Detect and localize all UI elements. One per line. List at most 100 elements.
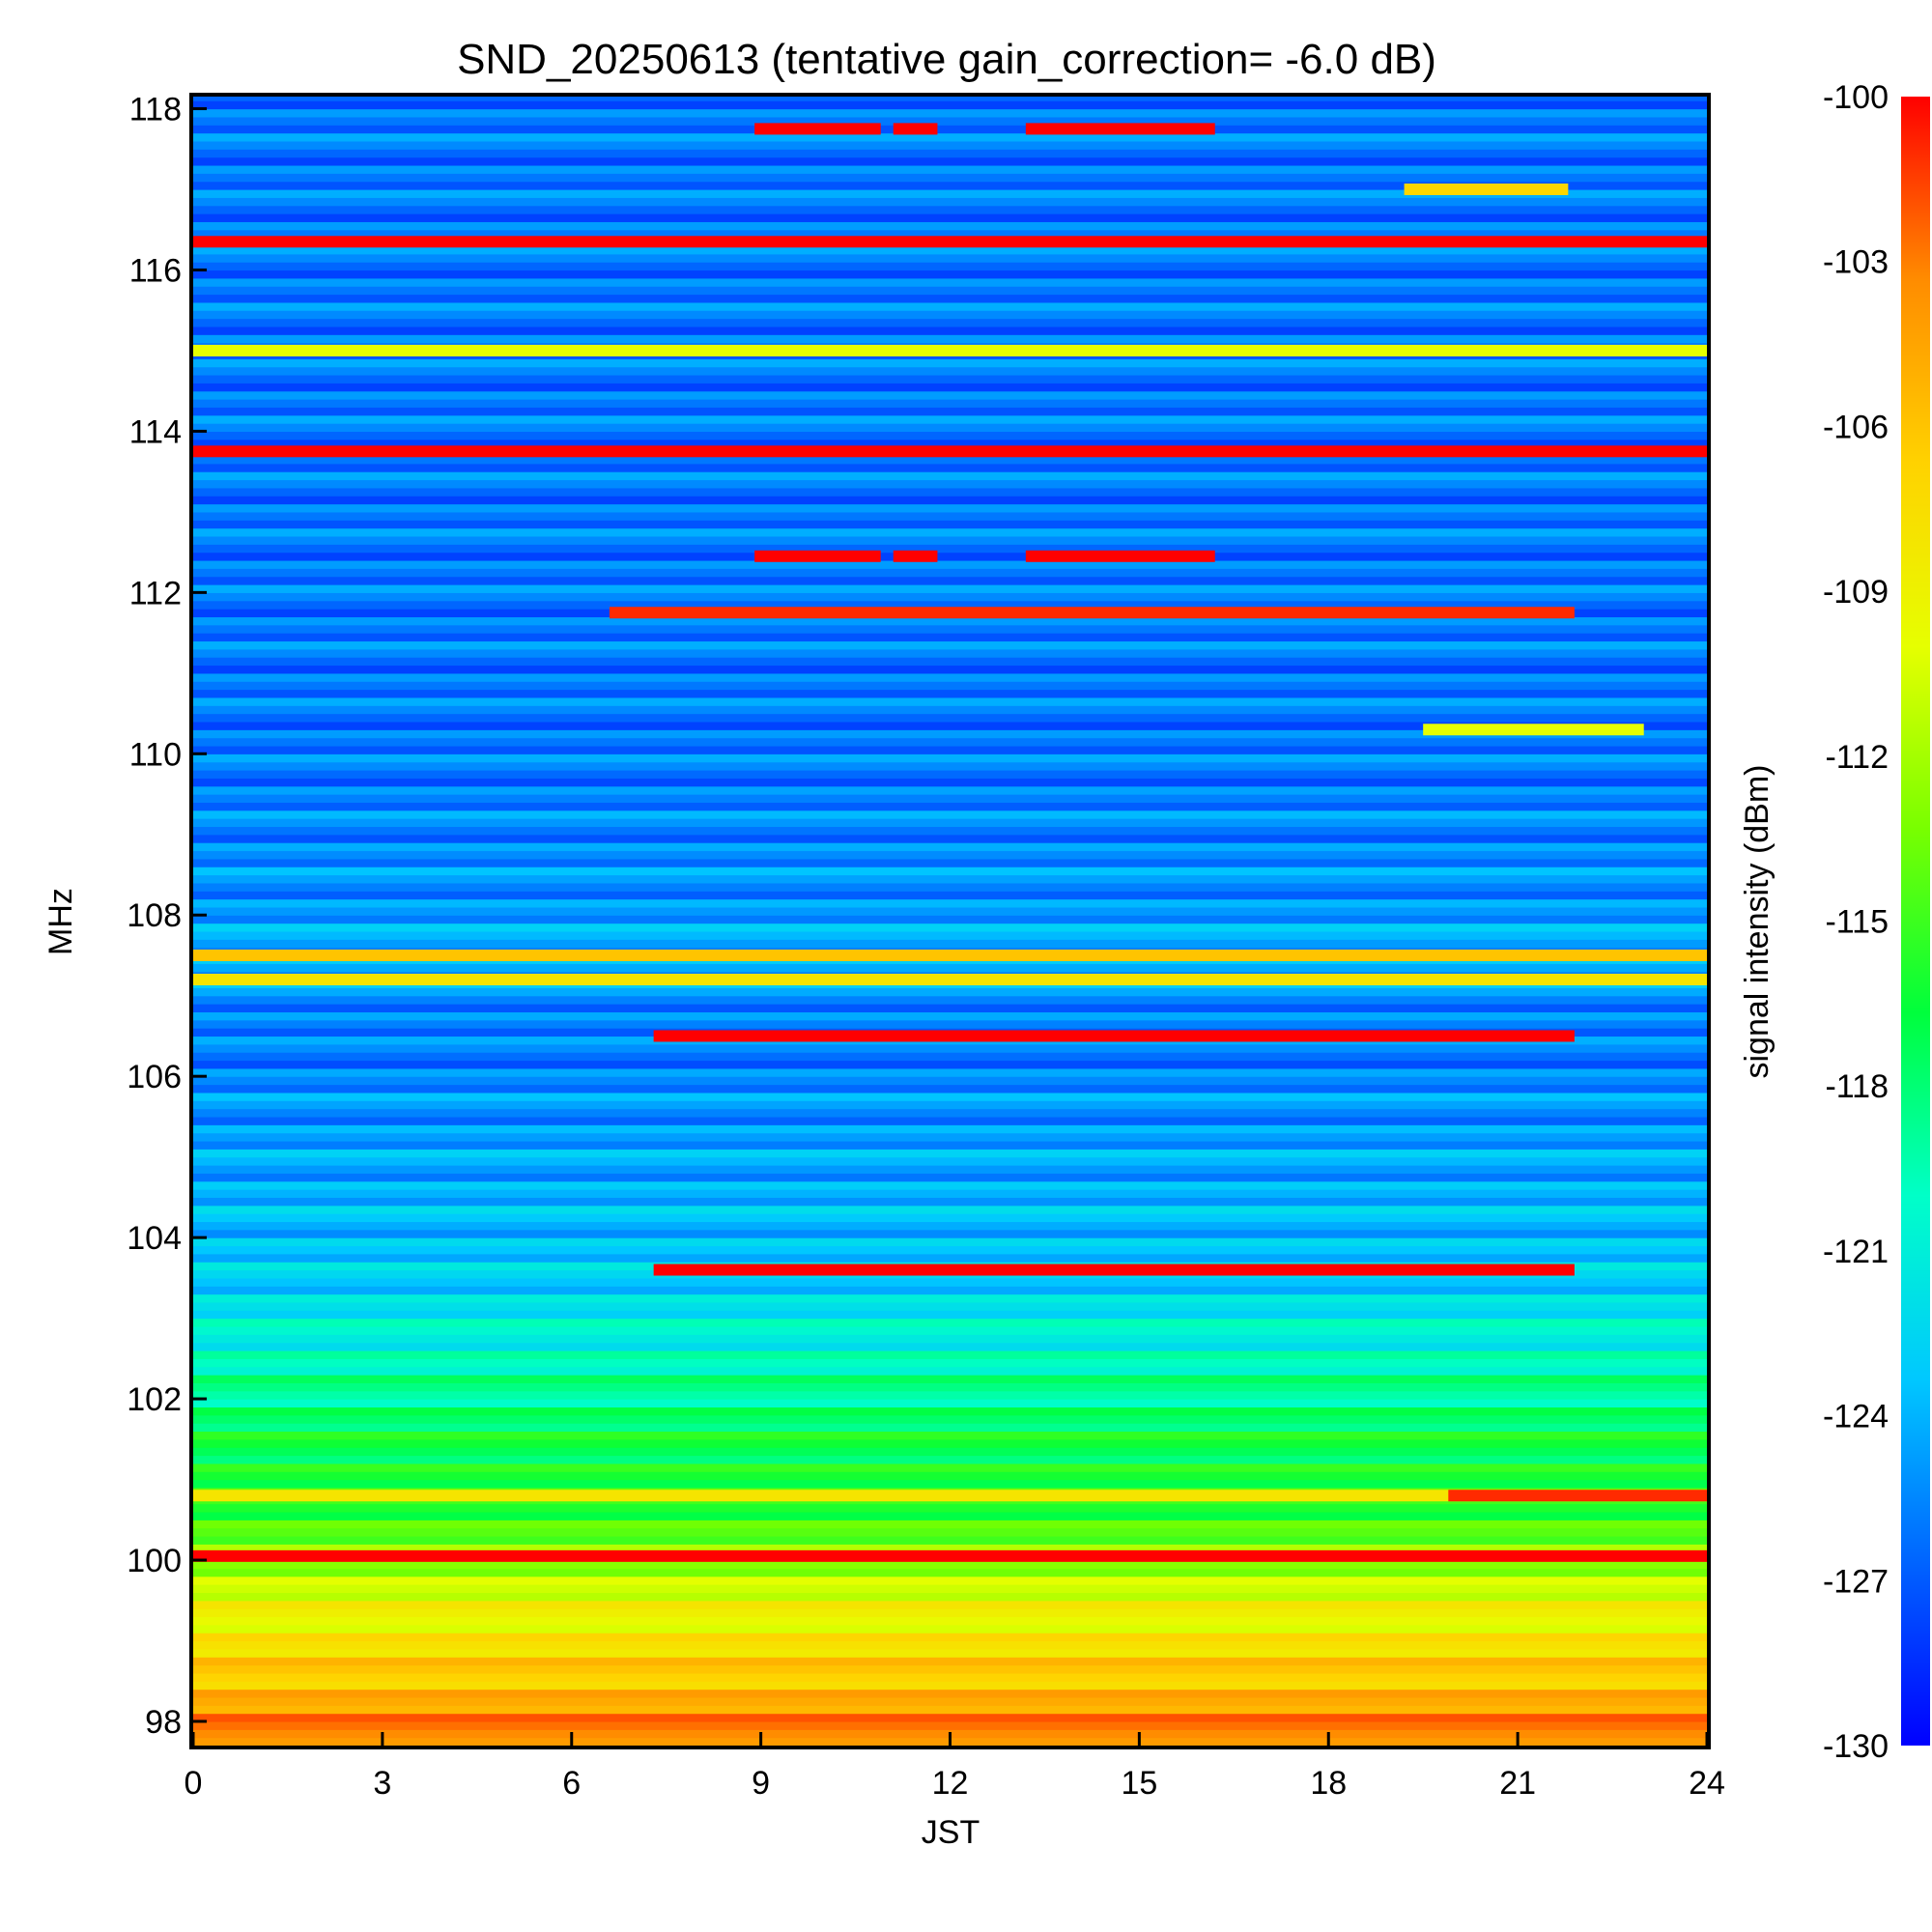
background-band <box>193 559 1707 569</box>
background-band <box>193 97 1707 101</box>
background-band <box>193 842 1707 852</box>
background-band <box>193 696 1707 706</box>
plot-frame <box>189 93 1711 1749</box>
background-band <box>193 1301 1707 1311</box>
background-band <box>193 915 1707 924</box>
background-band <box>193 778 1707 787</box>
background-band <box>193 479 1707 489</box>
background-band <box>193 1084 1707 1094</box>
background-band <box>193 906 1707 916</box>
x-tick-label: 6 <box>562 1765 581 1802</box>
background-band <box>193 108 1707 118</box>
background-band <box>193 867 1707 876</box>
background-band <box>193 1414 1707 1424</box>
signal-line <box>1025 123 1215 135</box>
background-band <box>193 939 1707 949</box>
background-band <box>193 496 1707 505</box>
background-band <box>193 1696 1707 1706</box>
background-band <box>193 1447 1707 1457</box>
colorbar-tick-label: -109 <box>1823 574 1889 611</box>
colorbar-tick-label: -103 <box>1823 244 1889 281</box>
background-band <box>193 1438 1707 1448</box>
background-band <box>193 1245 1707 1255</box>
colorbar-tick-label: -100 <box>1823 79 1889 116</box>
colorbar-tick-label: -127 <box>1823 1563 1889 1600</box>
background-band <box>193 318 1707 327</box>
y-tick-label: 100 <box>127 1543 182 1579</box>
background-band <box>193 173 1707 183</box>
signal-line <box>754 123 881 135</box>
background-band <box>193 310 1707 320</box>
background-band <box>193 616 1707 626</box>
x-tick-label: 21 <box>1499 1765 1536 1802</box>
background-band <box>193 665 1707 674</box>
background-band <box>193 689 1707 698</box>
background-band <box>193 753 1707 763</box>
background-band <box>193 1535 1707 1545</box>
background-band <box>193 544 1707 554</box>
y-tick-label: 108 <box>127 897 182 934</box>
signal-line <box>1448 1490 1707 1502</box>
background-band <box>193 576 1707 585</box>
chart-title: SND_20250613 (tentative gain_correction=… <box>457 36 1436 83</box>
background-band <box>193 366 1707 376</box>
background-band <box>193 858 1707 867</box>
background-band <box>193 1350 1707 1359</box>
background-band <box>193 358 1707 368</box>
background-band <box>193 721 1707 730</box>
signal-line <box>893 550 938 562</box>
background-band <box>193 277 1707 287</box>
background-band <box>193 745 1707 754</box>
background-band <box>193 891 1707 900</box>
background-band <box>193 1140 1707 1150</box>
background-band <box>193 1640 1707 1650</box>
background-band <box>193 1180 1707 1190</box>
background-band <box>193 439 1707 448</box>
background-band <box>193 810 1707 819</box>
y-tick-label: 106 <box>127 1059 182 1095</box>
background-band <box>193 1197 1707 1207</box>
background-band <box>193 1503 1707 1513</box>
background-band <box>193 1672 1707 1682</box>
background-band <box>193 1664 1707 1674</box>
background-band <box>193 487 1707 497</box>
signal-line <box>1423 724 1644 736</box>
background-band <box>193 874 1707 884</box>
signal-line <box>1404 183 1569 195</box>
colorbar-label: signal intensity (dBm) <box>1739 764 1776 1078</box>
background-band <box>193 1648 1707 1658</box>
background-band <box>193 672 1707 682</box>
background-band <box>193 1019 1707 1029</box>
colorbar-tick-label: -106 <box>1823 409 1889 445</box>
background-band <box>193 431 1707 440</box>
background-band <box>193 834 1707 843</box>
y-tick-label: 104 <box>127 1220 182 1257</box>
background-band <box>193 205 1707 214</box>
background-band <box>193 116 1707 126</box>
background-band <box>193 1116 1707 1125</box>
background-band <box>193 1229 1707 1238</box>
signal-line <box>193 1490 1707 1502</box>
background-band <box>193 229 1707 239</box>
colorbar <box>1901 97 1930 1746</box>
background-band <box>193 100 1707 110</box>
background-band <box>193 164 1707 174</box>
background-band <box>193 1399 1707 1408</box>
background-band <box>193 769 1707 779</box>
signal-line <box>193 974 1707 986</box>
background-band <box>193 1334 1707 1344</box>
background-band <box>193 1431 1707 1440</box>
signal-line <box>193 949 1707 961</box>
background-band <box>193 640 1707 650</box>
background-band <box>193 1576 1707 1585</box>
background-band <box>193 156 1707 166</box>
background-band <box>193 471 1707 481</box>
background-band <box>193 1713 1707 1722</box>
background-band <box>193 407 1707 416</box>
background-band <box>193 1108 1707 1118</box>
background-band <box>193 262 1707 271</box>
background-band <box>193 1011 1707 1021</box>
background-band <box>193 1479 1707 1489</box>
background-band <box>193 1318 1707 1327</box>
background-band <box>193 729 1707 739</box>
